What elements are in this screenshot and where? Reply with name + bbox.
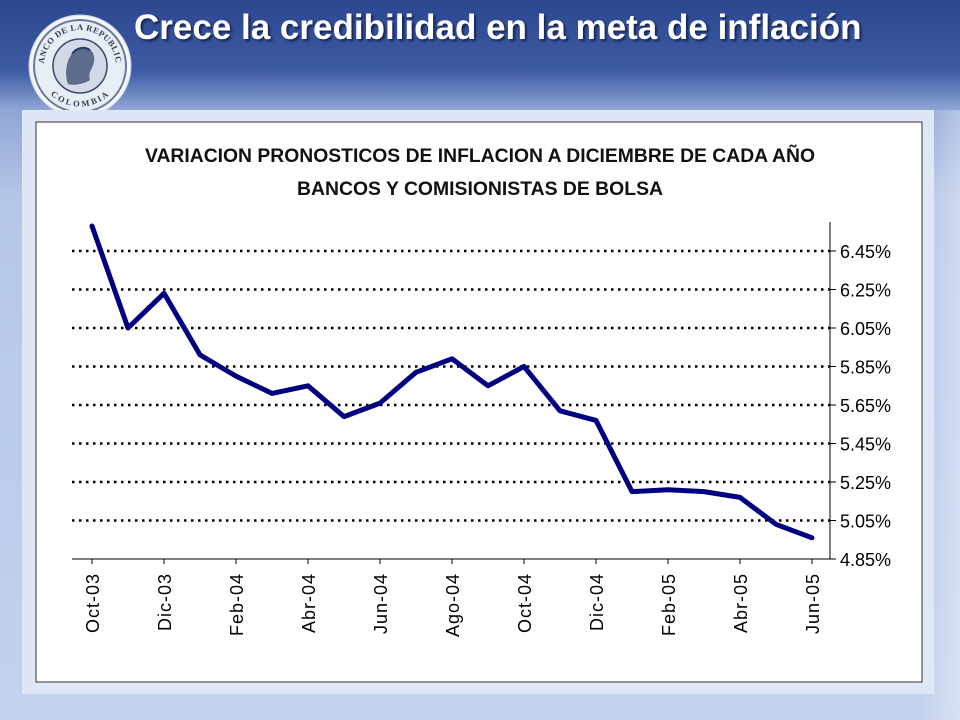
x-tick-label-8: Feb-05	[659, 573, 679, 636]
data-point-0	[90, 224, 94, 228]
data-point-16	[666, 488, 670, 491]
data-point-18	[738, 496, 742, 499]
x-tick-label-3: Abr-04	[299, 573, 319, 633]
data-point-3	[198, 353, 202, 357]
x-tick-label-10: Jun-05	[803, 573, 823, 634]
x-tick-label-7: Dic-04	[587, 573, 607, 631]
data-point-17	[702, 490, 706, 493]
y-tick-label-2: 6.05%	[840, 319, 891, 339]
slide-title: Crece la credibilidad en la meta de infl…	[134, 8, 862, 47]
x-tick-label-5: Ago-04	[443, 573, 463, 637]
data-point-1	[126, 326, 130, 330]
data-point-2	[162, 292, 166, 295]
data-point-7	[342, 415, 346, 418]
x-tick-label-4: Jun-04	[371, 573, 391, 634]
data-point-15	[630, 490, 634, 493]
data-point-14	[594, 419, 598, 422]
chart-series	[89, 223, 815, 541]
data-point-20	[810, 536, 814, 540]
chart-gridlines	[72, 249, 830, 522]
x-tick-label-0: Oct-03	[83, 573, 103, 633]
y-tick-label-5: 5.45%	[840, 435, 891, 455]
data-point-19	[774, 523, 778, 526]
data-point-9	[414, 371, 418, 374]
y-tick-label-0: 6.45%	[840, 242, 891, 262]
y-tick-label-7: 5.05%	[840, 512, 891, 532]
x-tick-label-1: Dic-03	[155, 573, 175, 631]
x-tick-label-2: Feb-04	[227, 573, 247, 636]
y-tick-label-3: 5.85%	[840, 358, 891, 378]
y-tick-label-8: 4.85%	[840, 550, 891, 570]
data-point-13	[558, 409, 562, 412]
data-point-6	[306, 384, 310, 387]
banco-republica-seal-logo: BANCO DE LA REPUBLICA COLOMBIA	[28, 14, 132, 118]
x-tick-label-6: Oct-04	[515, 573, 535, 633]
data-point-10	[450, 357, 454, 360]
y-tick-label-1: 6.25%	[840, 281, 891, 301]
chart-x-axis: Oct-03 Dic-03 Feb-04 Abr-04 Jun-04 Ago-04 Oct-…	[72, 558, 830, 637]
data-point-8	[378, 401, 382, 405]
x-tick-label-9: Abr-05	[731, 573, 751, 633]
y-tick-label-6: 5.25%	[840, 473, 891, 493]
data-point-5	[270, 392, 274, 395]
chart-area	[35, 121, 923, 683]
chart-y-axis: 6.45% 6.25% 6.05% 5.85% 5.65% 5.45% 5.25% 5.05%…	[829, 222, 891, 570]
chart-subtitle: BANCOS Y COMISIONISTAS DE BOLSA	[297, 179, 663, 200]
chart-title: VARIACION PRONOSTICOS DE INFLACION A DIC…	[145, 145, 815, 167]
data-point-12	[522, 365, 526, 368]
data-point-4	[234, 374, 238, 378]
data-point-11	[486, 384, 490, 387]
y-tick-label-4: 5.65%	[840, 396, 891, 416]
